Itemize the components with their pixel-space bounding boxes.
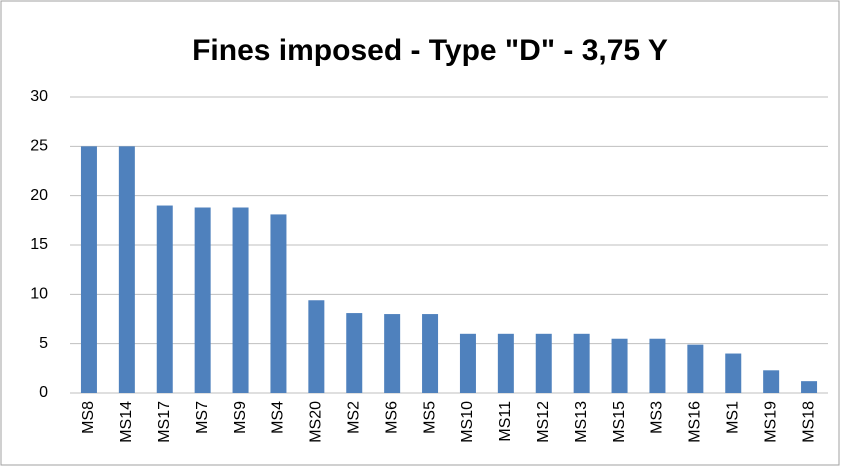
y-tick-label: 15	[30, 236, 48, 253]
bar	[232, 207, 249, 393]
bar	[573, 333, 590, 393]
y-tick-label: 0	[39, 384, 48, 401]
bar	[156, 205, 173, 393]
x-tick-label: MS7	[194, 401, 211, 434]
x-tick-label: MS9	[232, 401, 249, 434]
bar	[194, 207, 211, 393]
y-tick-label: 5	[39, 335, 48, 352]
x-tick-label: MS8	[80, 401, 97, 434]
bar	[459, 333, 476, 393]
x-tick-label: MS1	[724, 401, 741, 434]
x-tick-label: MS15	[611, 401, 628, 443]
bar	[801, 381, 818, 393]
y-tick-label: 25	[30, 138, 48, 155]
bar	[725, 353, 742, 393]
x-tick-label: MS19	[762, 401, 779, 443]
x-tick-label: MS16	[687, 401, 704, 443]
chart-title: Fines imposed - Type "D" - 3,75 Y	[192, 34, 668, 67]
y-tick-label: 30	[30, 88, 48, 105]
x-tick-label: MS3	[649, 401, 666, 434]
bar	[346, 313, 363, 393]
y-tick-label: 20	[30, 187, 48, 204]
y-tick-label: 10	[30, 286, 48, 303]
bar	[687, 344, 704, 393]
bar	[270, 214, 287, 393]
x-tick-label: MS10	[459, 401, 476, 443]
bar	[80, 146, 97, 393]
bar	[649, 338, 666, 393]
x-tick-label: MS14	[118, 401, 135, 443]
x-tick-label: MS13	[573, 401, 590, 443]
x-tick-label: MS20	[308, 401, 325, 443]
x-tick-label: MS2	[345, 401, 362, 434]
x-tick-label: MS17	[156, 401, 173, 443]
bar	[308, 300, 325, 393]
bar	[384, 314, 401, 393]
x-tick-label: MS6	[383, 401, 400, 434]
bar	[118, 146, 135, 393]
bar	[422, 314, 439, 393]
x-tick-label: MS12	[535, 401, 552, 443]
bar	[497, 333, 514, 393]
bar	[535, 333, 552, 393]
x-tick-label: MS5	[421, 401, 438, 434]
x-tick-label: MS4	[270, 401, 287, 434]
x-tick-label: MS11	[497, 401, 514, 442]
x-tick-label: MS18	[800, 401, 817, 443]
bar	[611, 338, 628, 393]
bar	[763, 370, 780, 393]
